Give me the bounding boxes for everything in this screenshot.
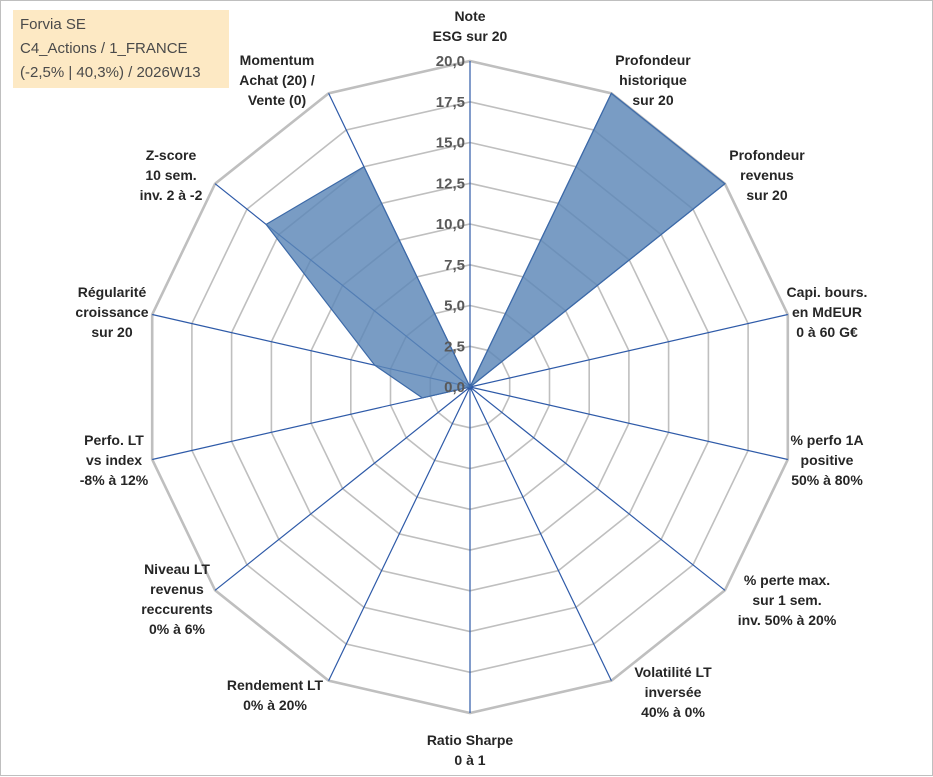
tick-label: 0,0 (444, 379, 465, 396)
axis-label-line: sur 1 sem. (752, 592, 821, 608)
axis-label: % perfo 1A positive 50% à 80% (790, 432, 863, 488)
tick-label: 20,0 (436, 53, 465, 70)
axis-label-line: revenus (150, 581, 204, 597)
axis-label: % perte max. sur 1 sem. inv. 50% à 20% (738, 572, 837, 628)
axis-label-line: inversée (645, 684, 702, 700)
axis-label-line: Profondeur (615, 52, 691, 68)
axis-label-line: sur 20 (91, 324, 132, 340)
portfolio-category: C4_Actions / 1_FRANCE (20, 37, 222, 61)
axis-label: Rendement LT 0% à 20% (227, 677, 324, 713)
tick-label: 12,5 (436, 175, 465, 192)
axis-spoke (470, 387, 725, 590)
axis-label-line: Note (454, 8, 485, 24)
axis-label: Volatilité LT inversée 40% à 0% (634, 664, 712, 720)
axis-label: Profondeur historique sur 20 (615, 52, 691, 108)
axis-label-line: sur 20 (746, 187, 787, 203)
axis-label: Perfo. LT vs index -8% à 12% (80, 432, 149, 488)
axis-label: Régularité croissance sur 20 (75, 284, 148, 340)
axis-label: Z-score 10 sem. inv. 2 à -2 (140, 147, 203, 203)
axis-label-line: Capi. bours. (787, 284, 868, 300)
info-box: Forvia SE C4_Actions / 1_FRANCE (-2,5% |… (13, 10, 229, 88)
axis-label-line: en MdEUR (792, 304, 862, 320)
tick-label: 17,5 (436, 94, 465, 111)
tick-label: 7,5 (444, 257, 465, 274)
performance-week: (-2,5% | 40,3%) / 2026W13 (20, 61, 222, 85)
axis-label-line: Z-score (146, 147, 197, 163)
axis-label-line: Ratio Sharpe (427, 732, 514, 748)
axis-label-line: Momentum (240, 52, 315, 68)
axis-label-line: 10 sem. (145, 167, 196, 183)
tick-label: 2,5 (444, 338, 465, 355)
axis-label-line: % perfo 1A (790, 432, 863, 448)
axis-label-line: 50% à 80% (791, 472, 863, 488)
axis-label-line: positive (801, 452, 854, 468)
axis-label-line: historique (619, 72, 687, 88)
axis-label-line: Volatilité LT (634, 664, 712, 680)
axis-label-line: reccurents (141, 601, 213, 617)
axis-label-line: sur 20 (632, 92, 673, 108)
axis-label: Ratio Sharpe 0 à 1 (427, 732, 514, 768)
axis-label-line: inv. 2 à -2 (140, 187, 203, 203)
axis-label-line: Profondeur (729, 147, 805, 163)
axis-label-line: 40% à 0% (641, 704, 705, 720)
axis-label-line: Vente (0) (248, 92, 306, 108)
stock-name: Forvia SE (20, 13, 222, 37)
axis-label: Profondeur revenus sur 20 (729, 147, 805, 203)
axis-label-line: croissance (75, 304, 148, 320)
tick-label: 15,0 (436, 135, 465, 152)
axis-spoke (329, 387, 470, 681)
axis-label-line: 0% à 6% (149, 621, 206, 637)
axis-label-line: 0% à 20% (243, 697, 307, 713)
tick-label: 5,0 (444, 298, 465, 315)
axis-label-line: ESG sur 20 (433, 28, 508, 44)
axis-label-line: 0 à 1 (454, 752, 485, 768)
axis-label-line: revenus (740, 167, 794, 183)
axis-label: Momentum Achat (20) / Vente (0) (239, 52, 315, 108)
axis-label-line: Niveau LT (144, 561, 210, 577)
axis-label-line: Achat (20) / (239, 72, 315, 88)
axis-label-line: -8% à 12% (80, 472, 149, 488)
axis-label-line: 0 à 60 G€ (796, 324, 858, 340)
tick-label: 10,0 (436, 216, 465, 233)
axis-label-line: % perte max. (744, 572, 830, 588)
axis-label-line: inv. 50% à 20% (738, 612, 837, 628)
axis-spoke (215, 387, 470, 590)
axis-label-line: Rendement LT (227, 677, 324, 693)
axis-label-line: Perfo. LT (84, 432, 144, 448)
axis-label: Niveau LT revenus reccurents 0% à 6% (141, 561, 213, 637)
axis-label: Note ESG sur 20 (433, 8, 508, 44)
axis-label-line: vs index (86, 452, 142, 468)
axis-spoke (470, 387, 611, 681)
axis-label: Capi. bours. en MdEUR 0 à 60 G€ (787, 284, 868, 340)
axis-label-line: Régularité (78, 284, 147, 300)
